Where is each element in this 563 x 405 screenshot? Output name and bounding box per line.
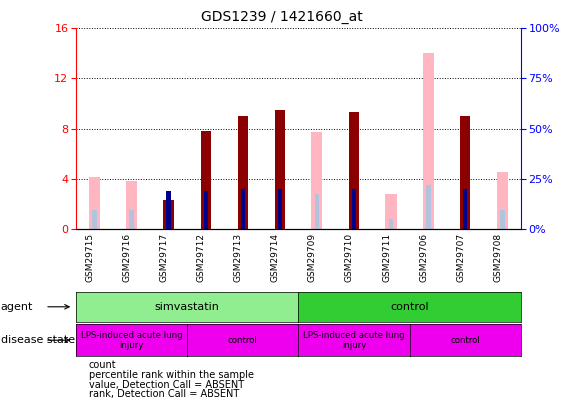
Text: GSM29708: GSM29708 <box>493 232 502 282</box>
Bar <box>129 210 134 229</box>
Bar <box>275 110 285 229</box>
Text: GDS1239 / 1421660_at: GDS1239 / 1421660_at <box>200 10 363 24</box>
Bar <box>92 210 97 229</box>
Text: disease state: disease state <box>1 335 75 345</box>
Bar <box>163 200 174 229</box>
Bar <box>460 116 470 229</box>
Bar <box>423 53 434 229</box>
Bar <box>386 194 396 229</box>
Bar <box>500 210 504 229</box>
Bar <box>426 185 431 229</box>
Bar <box>278 189 282 229</box>
Bar <box>315 194 319 229</box>
Text: value, Detection Call = ABSENT: value, Detection Call = ABSENT <box>89 380 244 390</box>
Bar <box>240 189 245 229</box>
Bar <box>311 132 323 229</box>
Text: GSM29707: GSM29707 <box>456 232 465 282</box>
Text: GSM29717: GSM29717 <box>160 232 169 282</box>
Bar <box>463 189 467 229</box>
Text: rank, Detection Call = ABSENT: rank, Detection Call = ABSENT <box>89 390 239 399</box>
Text: GSM29713: GSM29713 <box>234 232 243 282</box>
Bar <box>126 181 137 229</box>
Text: agent: agent <box>1 302 33 312</box>
Text: GSM29714: GSM29714 <box>271 232 280 281</box>
Text: control: control <box>390 302 429 312</box>
Text: control: control <box>450 336 480 345</box>
Text: percentile rank within the sample: percentile rank within the sample <box>89 370 254 380</box>
Bar <box>352 189 356 229</box>
Text: count: count <box>89 360 117 370</box>
Bar <box>89 177 100 229</box>
Text: GSM29709: GSM29709 <box>308 232 317 282</box>
Bar <box>167 191 171 229</box>
Text: simvastatin: simvastatin <box>155 302 220 312</box>
Bar <box>349 112 359 229</box>
Text: control: control <box>228 336 258 345</box>
Bar <box>203 191 208 229</box>
Bar <box>200 131 211 229</box>
Bar <box>238 116 248 229</box>
Text: GSM29710: GSM29710 <box>345 232 354 282</box>
Text: LPS-induced acute lung
injury: LPS-induced acute lung injury <box>303 330 405 350</box>
Text: GSM29706: GSM29706 <box>419 232 428 282</box>
Text: GSM29712: GSM29712 <box>196 232 205 281</box>
Text: GSM29716: GSM29716 <box>123 232 132 282</box>
Text: LPS-induced acute lung
injury: LPS-induced acute lung injury <box>81 330 182 350</box>
Text: GSM29711: GSM29711 <box>382 232 391 282</box>
Text: GSM29715: GSM29715 <box>86 232 95 282</box>
Bar <box>388 219 394 229</box>
Bar <box>497 173 508 229</box>
